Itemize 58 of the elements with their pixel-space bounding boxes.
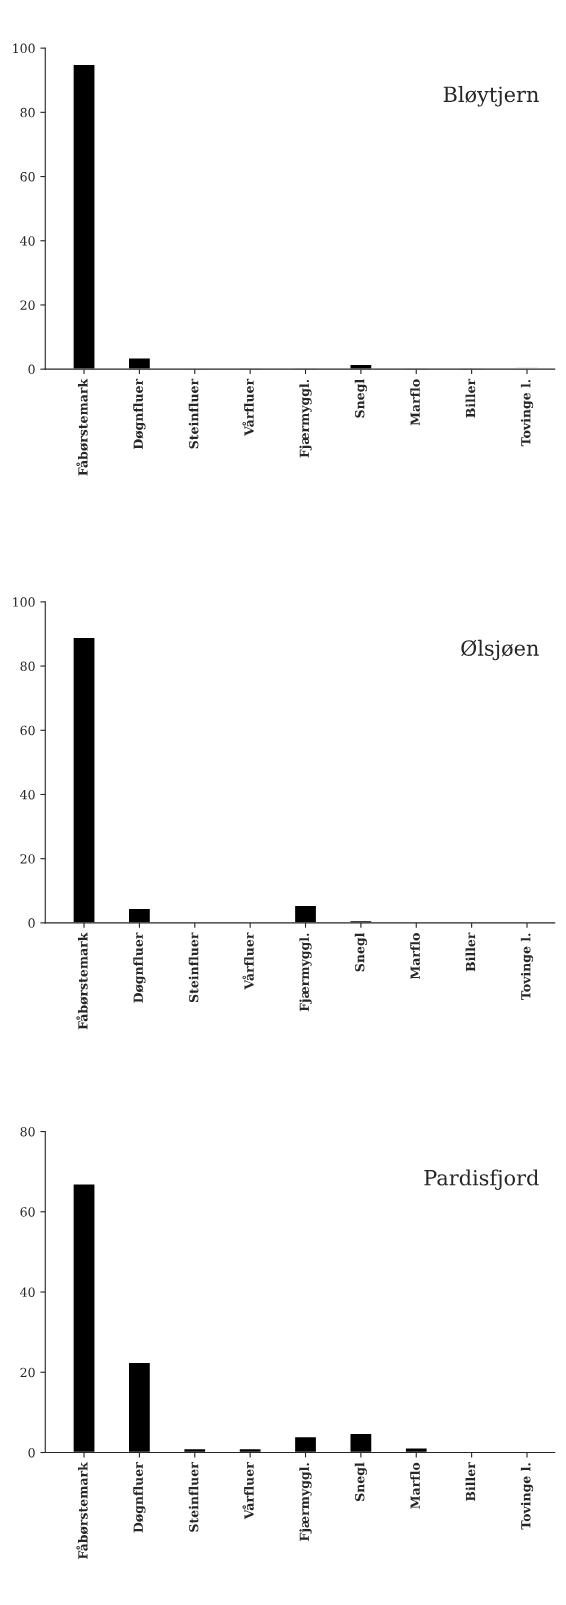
x-tick-label: Marflo: [410, 1462, 420, 1509]
y-tick-label: 40: [20, 236, 35, 246]
x-tick-label: Snegl: [354, 932, 368, 972]
y-tick-label: 100: [13, 43, 35, 54]
x-tick-label: Fåbørstemark: [76, 378, 89, 476]
x-tick-label: Fjærmyggl.: [299, 933, 312, 1012]
y-tick-label: 20: [20, 300, 35, 310]
bar: [72, 63, 96, 370]
y-tick-label: 0: [28, 364, 35, 375]
x-tick-label: Vårfluer: [242, 378, 254, 436]
x-tick-label: Døgnfluer: [133, 932, 146, 1003]
bar: [293, 904, 318, 923]
bar: [404, 1447, 429, 1453]
x-tick-label: Fåbørstemark: [76, 1462, 89, 1559]
x-tick-label: Marflo: [410, 933, 420, 980]
bar: [127, 1361, 152, 1453]
x-tick-label: Døgnfluer: [133, 1462, 146, 1533]
y-tick-label: 40: [20, 1287, 35, 1297]
y-tick-label: 60: [20, 172, 35, 182]
x-tick-label: Tovinge l.: [520, 379, 534, 447]
bar: [349, 1432, 373, 1453]
y-tick-label: 40: [20, 789, 35, 800]
x-tick-label: Snegl: [354, 1462, 368, 1501]
y-tick-label: 0: [28, 1448, 35, 1458]
y-tick-label: 20: [20, 1367, 35, 1378]
x-tick-label: Snegl: [354, 379, 368, 418]
bar: [127, 357, 152, 370]
x-tick-label: Biller: [465, 1462, 476, 1502]
bar: [127, 907, 152, 923]
x-tick-label: Vårfluer: [242, 932, 254, 990]
x-tick-label: Tovinge l.: [520, 1463, 534, 1530]
y-tick-label: 0: [28, 918, 35, 928]
x-tick-label: Biller: [465, 378, 476, 418]
y-tick-label: 80: [20, 1127, 35, 1137]
x-tick-label: Steinfluer: [188, 932, 199, 1003]
x-tick-label: Biller: [465, 932, 476, 972]
bar: [72, 1182, 96, 1453]
bar: [293, 1435, 318, 1453]
x-tick-label: Marflo: [410, 379, 420, 426]
y-tick-label: 20: [20, 854, 35, 864]
x-tick-label: Fåbørstemark: [76, 932, 89, 1030]
x-tick-label: Fjærmyggl.: [299, 1463, 312, 1541]
y-tick-label: 80: [20, 107, 35, 118]
x-tick-label: Fjærmyggl.: [299, 379, 312, 458]
x-tick-label: Døgnfluer: [133, 378, 146, 450]
text: Bløytjern: [443, 86, 539, 107]
y-tick-label: 60: [20, 1207, 35, 1217]
x-tick-label: Vårfluer: [242, 1462, 254, 1520]
y-tick-label: 80: [20, 661, 35, 671]
x-tick-label: Steinfluer: [188, 378, 199, 449]
x-tick-label: Steinfluer: [188, 1462, 199, 1532]
x-tick-label: Tovinge l.: [520, 933, 534, 1000]
bar: [349, 363, 373, 370]
y-tick-label: 100: [13, 597, 35, 607]
bar: [72, 636, 96, 923]
y-tick-label: 60: [20, 725, 35, 736]
text: Pardisfjord: [424, 1169, 539, 1190]
text: Ølsjøen: [461, 639, 539, 661]
